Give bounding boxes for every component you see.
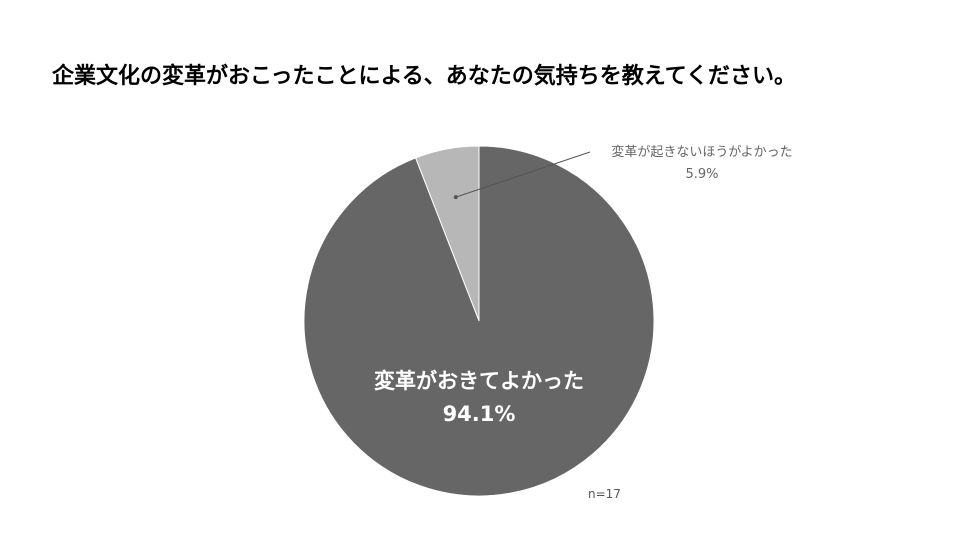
- chart-title: 企業文化の変革がおこったことによる、あなたの気持ちを教えてください。: [52, 64, 797, 89]
- slice-value-label: 5.9%: [685, 167, 718, 182]
- slice-label-text: 変革がおきてよかった: [374, 369, 584, 393]
- slice-value-label: 94.1%: [443, 402, 516, 426]
- pie-slices: [303, 145, 655, 497]
- sample-size-note: n=17: [588, 487, 621, 501]
- leader-dot: [453, 195, 458, 200]
- leader-line: [455, 151, 591, 198]
- slice-label-text: 変革が起きないほうがよかった: [611, 144, 792, 160]
- pie-slice-1: [303, 145, 655, 497]
